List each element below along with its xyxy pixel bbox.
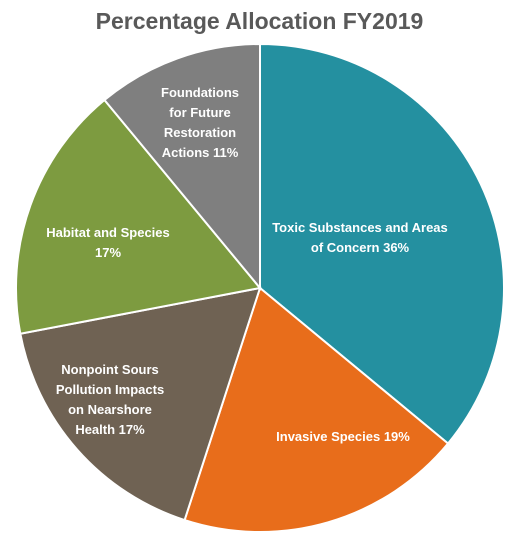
slice-label-4: Habitat and Species 17% bbox=[46, 225, 170, 260]
chart-title: Percentage Allocation FY2019 bbox=[95, 8, 424, 34]
pie-slice-2 bbox=[183, 286, 450, 534]
pie-slice-5 bbox=[103, 42, 261, 291]
pie-slice-4 bbox=[15, 98, 262, 335]
slice-label-5: Foundations for Future Restoration Actio… bbox=[161, 85, 239, 160]
pie-slice-1 bbox=[259, 42, 505, 445]
slice-label-3: Nonpoint Sours Pollution Impacts on Near… bbox=[55, 362, 165, 437]
pie-slice-3 bbox=[19, 286, 262, 522]
slice-label-2: Invasive Species 19% bbox=[276, 429, 410, 444]
slice-label-1: Toxic Substances and Areas of Concern 36… bbox=[272, 220, 448, 255]
